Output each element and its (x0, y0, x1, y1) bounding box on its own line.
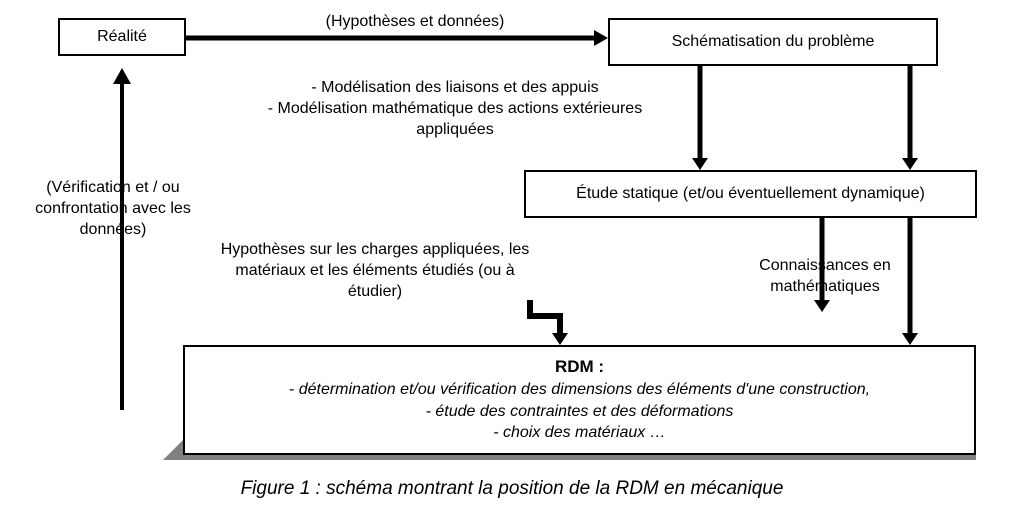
label-modelisation: - Modélisation des liaisons et des appui… (225, 78, 685, 140)
edge-hook-to-rdm (530, 300, 568, 345)
label-connaissances: Connaissances en mathématiques (740, 256, 910, 298)
label-hypo-donnees: (Hypothèses et données) (275, 12, 555, 33)
diagram-stage: Réalité (Hypothèses et données) Schémati… (0, 0, 1024, 516)
edge-schema-to-etude-right (902, 66, 918, 170)
edge-schema-to-etude-left (692, 66, 708, 170)
node-etude: Étude statique (et/ou éventuellement dyn… (524, 170, 977, 218)
node-etude-label: Étude statique (et/ou éventuellement dyn… (576, 183, 925, 205)
figure-caption: Figure 1 : schéma montrant la position d… (0, 478, 1024, 500)
node-schema: Schématisation du problème (608, 18, 938, 66)
node-rdm-line1: - détermination et/ou vérification des d… (289, 379, 870, 401)
node-rdm-title: RDM : (555, 356, 604, 379)
node-rdm-line2: - étude des contraintes et des déformati… (426, 401, 734, 423)
label-hypo-charges: Hypothèses sur les charges appliquées, l… (190, 240, 560, 302)
node-rdm: RDM : - détermination et/ou vérification… (183, 345, 976, 455)
label-verification: (Vérification et / ou confrontation avec… (18, 178, 208, 240)
node-realite: Réalité (58, 18, 186, 56)
node-realite-label: Réalité (97, 26, 147, 48)
node-schema-label: Schématisation du problème (672, 31, 875, 53)
node-rdm-line3: - choix des matériaux … (493, 422, 666, 444)
